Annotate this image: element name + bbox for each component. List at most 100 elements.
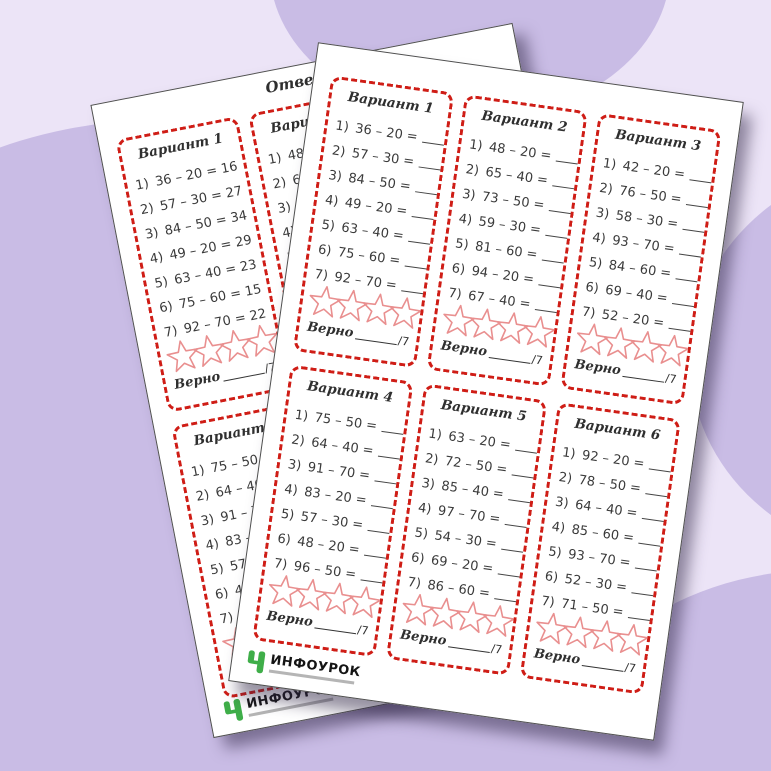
answer-blank xyxy=(675,268,701,283)
problem-number: 2) xyxy=(598,180,614,198)
answer-blank xyxy=(494,588,520,603)
answer-blank xyxy=(534,299,560,314)
answer-blank xyxy=(504,513,530,529)
problem-number: 6) xyxy=(158,299,175,317)
problem-number: 4) xyxy=(283,481,299,499)
answers-page: Ответы Вариант 1 1) 36 – 20 = 16 2) 57 – 30 … xyxy=(90,22,636,739)
problem-number: 7) xyxy=(272,556,289,573)
problem-number: 6) xyxy=(543,569,560,586)
problem-number: 2) xyxy=(194,487,211,505)
answer-blank xyxy=(370,495,397,510)
answer-blank xyxy=(501,538,527,553)
problem-number: 5) xyxy=(209,561,226,579)
answer-blank xyxy=(374,470,400,485)
problem-number: 6) xyxy=(213,585,230,603)
answer-blank xyxy=(381,420,407,436)
score-total: /7 xyxy=(397,333,411,349)
problem-number: 1) xyxy=(266,150,283,168)
problem-number: 5) xyxy=(153,274,170,292)
problem-number: 2) xyxy=(271,175,288,193)
problem-number: 4) xyxy=(591,230,607,248)
problem-number: 3) xyxy=(461,186,477,204)
problem-number: 4) xyxy=(457,211,473,229)
problem-number: 6) xyxy=(450,261,467,278)
star-icon xyxy=(520,313,558,351)
answer-blank xyxy=(538,274,564,289)
problem-number: 1) xyxy=(468,137,484,155)
answer-blank xyxy=(638,532,664,548)
problem-number: 2) xyxy=(424,451,440,468)
infourok-logo-icon xyxy=(245,649,266,675)
problem-number: 4) xyxy=(204,536,221,554)
problem-number: 7) xyxy=(406,575,422,592)
problem-number: 1) xyxy=(601,156,618,173)
problem-number: 3) xyxy=(276,199,293,217)
problem-number: 7) xyxy=(447,285,463,303)
problem-number: 6) xyxy=(410,550,426,567)
correct-label: Верно xyxy=(532,646,582,668)
correct-label: Верно xyxy=(439,338,489,360)
problem-number: 3) xyxy=(286,457,303,474)
problem-number: 4) xyxy=(324,192,340,210)
problem-number: 7) xyxy=(162,323,179,341)
answer-blank xyxy=(421,131,448,146)
answer-blank xyxy=(363,544,390,559)
problem-number: 5) xyxy=(454,236,470,254)
problem-number: 5) xyxy=(587,255,604,272)
infourok-logo-text: ИНФОУРОК xyxy=(268,653,362,685)
answer-blank xyxy=(497,563,523,578)
score-blank-line xyxy=(221,362,265,382)
problems-cards-grid: Вариант 1 1) 36 – 20 = 2) 57 – 30 = 3) 84 – 50… xyxy=(252,75,722,695)
problem-number: 5) xyxy=(320,217,336,235)
answer-blank xyxy=(627,607,654,622)
problem-number: 2) xyxy=(290,432,306,450)
problem-number: 2) xyxy=(557,470,574,487)
problem-number: 3) xyxy=(143,225,160,243)
star-icon xyxy=(386,295,424,332)
answer-blank xyxy=(514,439,541,454)
problem-number: 6) xyxy=(584,279,600,297)
score-total: /7 xyxy=(664,370,678,387)
problem-number: 1) xyxy=(561,445,577,462)
problem-number: 1) xyxy=(190,463,207,481)
answer-blank xyxy=(648,458,674,473)
problem-number: 4) xyxy=(417,500,433,518)
answer-blank xyxy=(685,194,712,209)
answer-blank xyxy=(377,445,404,460)
answer-blank xyxy=(367,519,393,535)
answer-blank xyxy=(641,508,667,523)
score-total: /7 xyxy=(356,622,370,638)
problem-number: 3) xyxy=(199,512,216,530)
score-blank-line xyxy=(621,365,666,383)
infourok-logo: ИНФОУРОК xyxy=(223,680,339,725)
problem-number: 5) xyxy=(413,525,429,543)
answer-blank xyxy=(631,582,657,597)
score-blank-line xyxy=(313,617,358,635)
problem-number: 7) xyxy=(313,267,329,284)
star-icon xyxy=(479,603,517,640)
problem-number: 1) xyxy=(427,426,443,444)
problem-number: 5) xyxy=(547,544,563,562)
problem-number: 7) xyxy=(218,610,235,628)
correct-label: Верно xyxy=(265,608,314,631)
answer-blank xyxy=(511,464,537,479)
star-icon xyxy=(613,621,651,659)
problems-page: Вариант 1 1) 36 – 20 = 2) 57 – 30 = 3) 84 – 50… xyxy=(228,42,744,741)
problem-number: 1) xyxy=(293,407,310,425)
answer-blank xyxy=(645,483,671,498)
answer-blank xyxy=(668,317,694,333)
answer-blank xyxy=(407,230,434,246)
score-total: /7 xyxy=(490,641,504,657)
worksheet-card: Вариант 6 1) 92 – 20 = 2) 78 – 50 = 3) 64 – 40… xyxy=(519,402,682,695)
answer-blank xyxy=(552,175,578,190)
problem-number: 2) xyxy=(464,162,480,179)
worksheet-card: Вариант 3 1) 42 – 20 = 2) 76 – 50 = 3) 58 – 30… xyxy=(560,112,722,406)
correct-label: Верно xyxy=(306,319,355,341)
problem-number: 4) xyxy=(550,519,567,537)
answer-blank xyxy=(414,181,441,196)
answer-blank xyxy=(545,224,571,240)
problem-number: 6) xyxy=(317,242,333,260)
answer-blank xyxy=(404,255,430,270)
